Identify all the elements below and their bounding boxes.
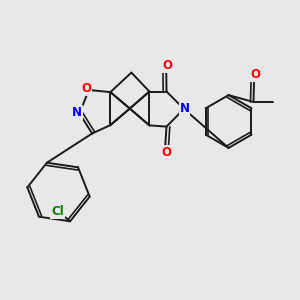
Text: O: O: [161, 146, 171, 159]
Text: O: O: [250, 68, 261, 82]
Text: O: O: [162, 59, 172, 72]
Text: N: N: [72, 106, 82, 119]
Text: N: N: [179, 102, 190, 116]
Text: Cl: Cl: [51, 205, 64, 218]
Text: O: O: [81, 82, 92, 95]
